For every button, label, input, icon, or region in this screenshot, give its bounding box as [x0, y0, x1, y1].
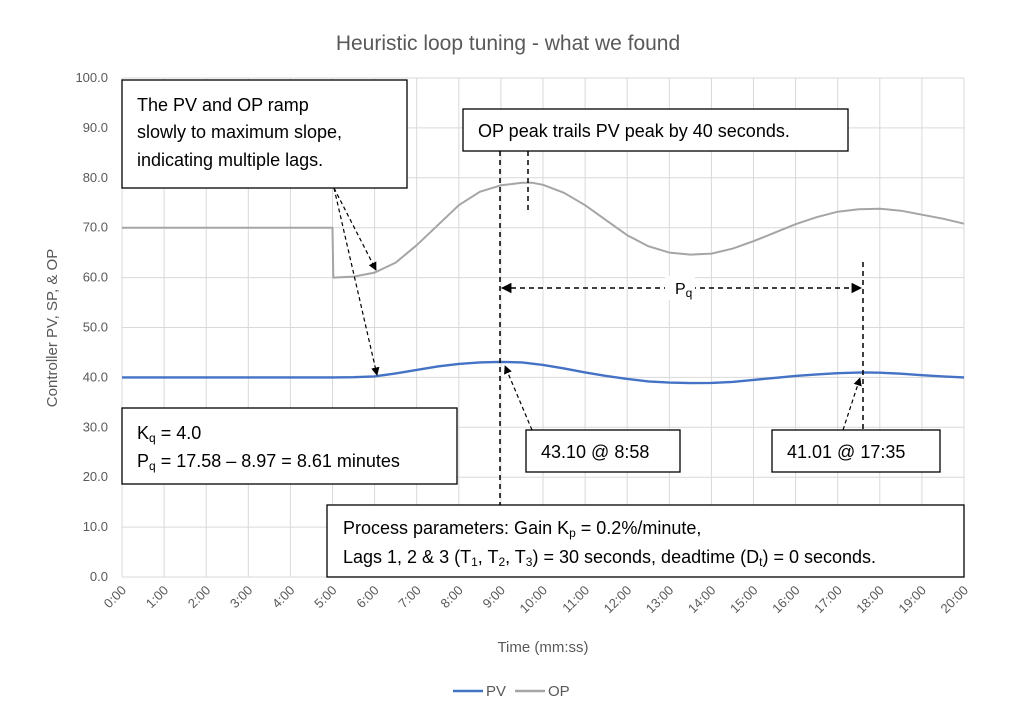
legend: PV OP	[453, 683, 570, 700]
annotation-pv-peak-value: 43.10 @ 8:58	[525, 429, 681, 473]
x-tick-label: 11:00	[559, 583, 592, 616]
x-tick-label: 20:00	[938, 583, 972, 617]
annotation-process-line-2: Lags 1, 2 & 3 (T1, T2, T3) = 30 seconds,…	[343, 547, 876, 569]
y-tick-label: 0.0	[90, 569, 108, 584]
legend-label-pv: PV	[486, 683, 506, 700]
annotation-pv-second-peak-text: 41.01 @ 17:35	[787, 442, 905, 462]
y-tick-label: 40.0	[83, 369, 108, 384]
y-tick-label: 60.0	[83, 270, 108, 285]
annotation-pv-second-peak-value: 41.01 @ 17:35	[771, 429, 941, 473]
series-lines	[122, 181, 965, 385]
x-tick-label: 2:00	[185, 583, 214, 612]
x-tick-label: 5:00	[311, 583, 340, 612]
x-tick-label: 19:00	[895, 583, 929, 617]
annotation-ramp-line-3: indicating multiple lags.	[137, 150, 323, 170]
y-tick-label: 70.0	[83, 220, 108, 235]
x-tick-label: 15:00	[727, 583, 761, 617]
annotation-ramp-note: The PV and OP ramp slowly to maximum slo…	[121, 79, 408, 189]
x-tick-label: 12:00	[601, 583, 635, 617]
y-axis-ticks: 0.0 10.0 20.0 30.0 40.0 50.0 60.0 70.0 80.0 90.0 1…	[75, 70, 108, 584]
x-tick-label: 3:00	[227, 583, 256, 612]
annotation-pv-peak-box	[525, 429, 681, 473]
period-label: Pq	[675, 281, 692, 300]
y-tick-label: 50.0	[83, 320, 108, 335]
annotation-guides	[333, 151, 864, 538]
x-tick-label: 1:00	[143, 583, 172, 612]
x-axis-ticks: 0:00 1:00 2:00 3:00 4:00 5:00 6:00 7:00 8:00 9:00…	[101, 583, 972, 617]
x-tick-label: 4:00	[269, 583, 298, 612]
arrow-to-pv-ramp	[333, 187, 380, 376]
y-tick-label: 10.0	[83, 519, 108, 534]
annotation-pv-second-peak-box	[771, 429, 941, 473]
annotation-op-peak-note: OP peak trails PV peak by 40 seconds.	[462, 108, 849, 152]
x-tick-label: 18:00	[853, 583, 887, 617]
y-tick-label: 30.0	[83, 419, 108, 434]
x-tick-label: 16:00	[769, 583, 803, 617]
x-tick-label: 7:00	[395, 583, 424, 612]
x-tick-label: 14:00	[685, 583, 719, 617]
x-tick-label: 6:00	[353, 583, 382, 612]
annotation-ramp-line-2: slowly to maximum slope,	[137, 122, 342, 142]
annotation-ramp-box	[121, 79, 408, 189]
annotation-pv-peak-text: 43.10 @ 8:58	[541, 442, 649, 462]
annotation-period-label: Pq	[665, 276, 695, 300]
series-line-pv	[122, 360, 965, 385]
annotation-kq-note: Kq = 4.0 Pq = 17.58 – 8.97 = 8.61 minute…	[121, 407, 458, 485]
x-tick-label: 0:00	[101, 583, 130, 612]
y-tick-label: 20.0	[83, 469, 108, 484]
y-tick-label: 90.0	[83, 120, 108, 135]
arrow-to-op-ramp	[333, 187, 377, 271]
x-tick-label: 9:00	[480, 583, 509, 612]
x-tick-label: 17:00	[811, 583, 845, 617]
annotation-process-line-1: Process parameters: Gain Kp = 0.2%/minut…	[343, 518, 701, 540]
chart-title: Heuristic loop tuning - what we found	[336, 32, 680, 55]
x-tick-label: 10:00	[517, 583, 551, 617]
annotation-op-peak-box	[462, 108, 849, 152]
x-tick-label: 13:00	[643, 583, 677, 617]
y-tick-label: 80.0	[83, 170, 108, 185]
annotation-process-box	[326, 504, 965, 578]
period-label-background	[665, 276, 695, 300]
annotation-op-peak-text: OP peak trails PV peak by 40 seconds.	[478, 121, 790, 141]
x-axis-label: Time (mm:ss)	[497, 639, 588, 656]
annotation-kq-line-1: Kq = 4.0	[137, 423, 201, 445]
annotation-process-parameters: Process parameters: Gain Kp = 0.2%/minut…	[326, 504, 965, 578]
arrow-to-pv-second-peak	[842, 377, 862, 431]
y-axis-label: Controller PV, SP, & OP	[44, 249, 61, 407]
annotation-ramp-line-1: The PV and OP ramp	[137, 95, 309, 115]
x-tick-label: 8:00	[437, 583, 466, 612]
legend-label-op: OP	[548, 683, 570, 700]
annotation-kq-line-2: Pq = 17.58 – 8.97 = 8.61 minutes	[137, 451, 400, 473]
annotation-kq-box	[121, 407, 458, 485]
arrow-to-pv-peak	[504, 365, 533, 431]
series-line-op	[122, 181, 965, 279]
y-tick-label: 100.0	[75, 70, 108, 85]
